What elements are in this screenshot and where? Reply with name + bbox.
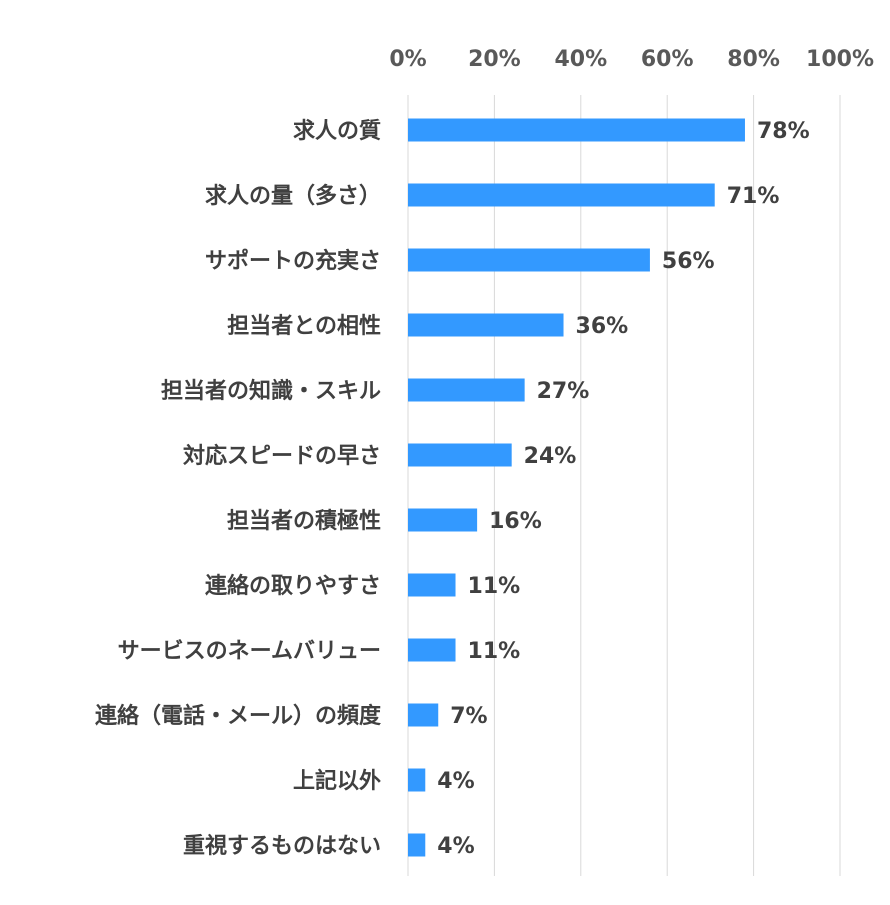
category-label-8: サービスのネームバリュー (118, 639, 381, 664)
bar-3 (408, 313, 564, 337)
value-label-4: 27% (537, 379, 590, 404)
bar-2 (408, 248, 650, 272)
category-label-5: 対応スピードの早さ (183, 443, 381, 469)
bar-0 (408, 118, 745, 142)
x-axis-ticks: 0% 20% 40% 60% 80% 100% (389, 47, 874, 72)
value-label-11: 4% (437, 834, 474, 859)
value-label-5: 24% (524, 444, 577, 469)
bar-1 (408, 183, 715, 207)
value-labels: 78% 71% 56% 36% 27% 24% 16% 11% 11% 7% 4% 4% (437, 119, 809, 859)
bar-10 (408, 768, 426, 792)
bar-7 (408, 573, 456, 597)
category-label-7: 連絡の取りやすさ (205, 573, 381, 599)
category-label-4: 担当者の知識・スキル (161, 378, 381, 404)
category-label-11: 重視するものはない (183, 834, 381, 859)
category-label-2: サポートの充実さ (205, 248, 381, 274)
x-tick-label-40: 40% (554, 47, 607, 72)
category-label-9: 連絡（電話・メール）の頻度 (95, 703, 382, 729)
value-label-2: 56% (662, 249, 715, 274)
bar-11 (408, 833, 426, 857)
value-label-9: 7% (450, 704, 487, 729)
value-label-10: 4% (437, 769, 474, 794)
x-tick-label-100: 100% (806, 47, 874, 72)
category-label-10: 上記以外 (293, 768, 381, 794)
value-label-6: 16% (489, 509, 542, 534)
x-tick-label-0: 0% (389, 47, 426, 72)
bar-6 (408, 508, 478, 532)
category-label-0: 求人の質 (293, 119, 381, 144)
bar-8 (408, 638, 456, 662)
x-tick-label-80: 80% (727, 47, 780, 72)
value-label-1: 71% (727, 184, 780, 209)
bar-5 (408, 443, 512, 467)
bar-4 (408, 378, 525, 402)
bars (408, 118, 745, 857)
category-label-1: 求人の量（多さ） (205, 183, 381, 209)
value-label-7: 11% (468, 574, 521, 599)
x-tick-label-20: 20% (468, 47, 521, 72)
bar-9 (408, 703, 439, 727)
category-label-6: 担当者の積極性 (227, 508, 381, 534)
category-label-3: 担当者との相性 (227, 314, 381, 339)
x-tick-label-60: 60% (641, 47, 694, 72)
grid-lines (407, 95, 841, 876)
value-label-0: 78% (757, 119, 810, 144)
value-label-3: 36% (576, 314, 629, 339)
value-label-8: 11% (468, 639, 521, 664)
